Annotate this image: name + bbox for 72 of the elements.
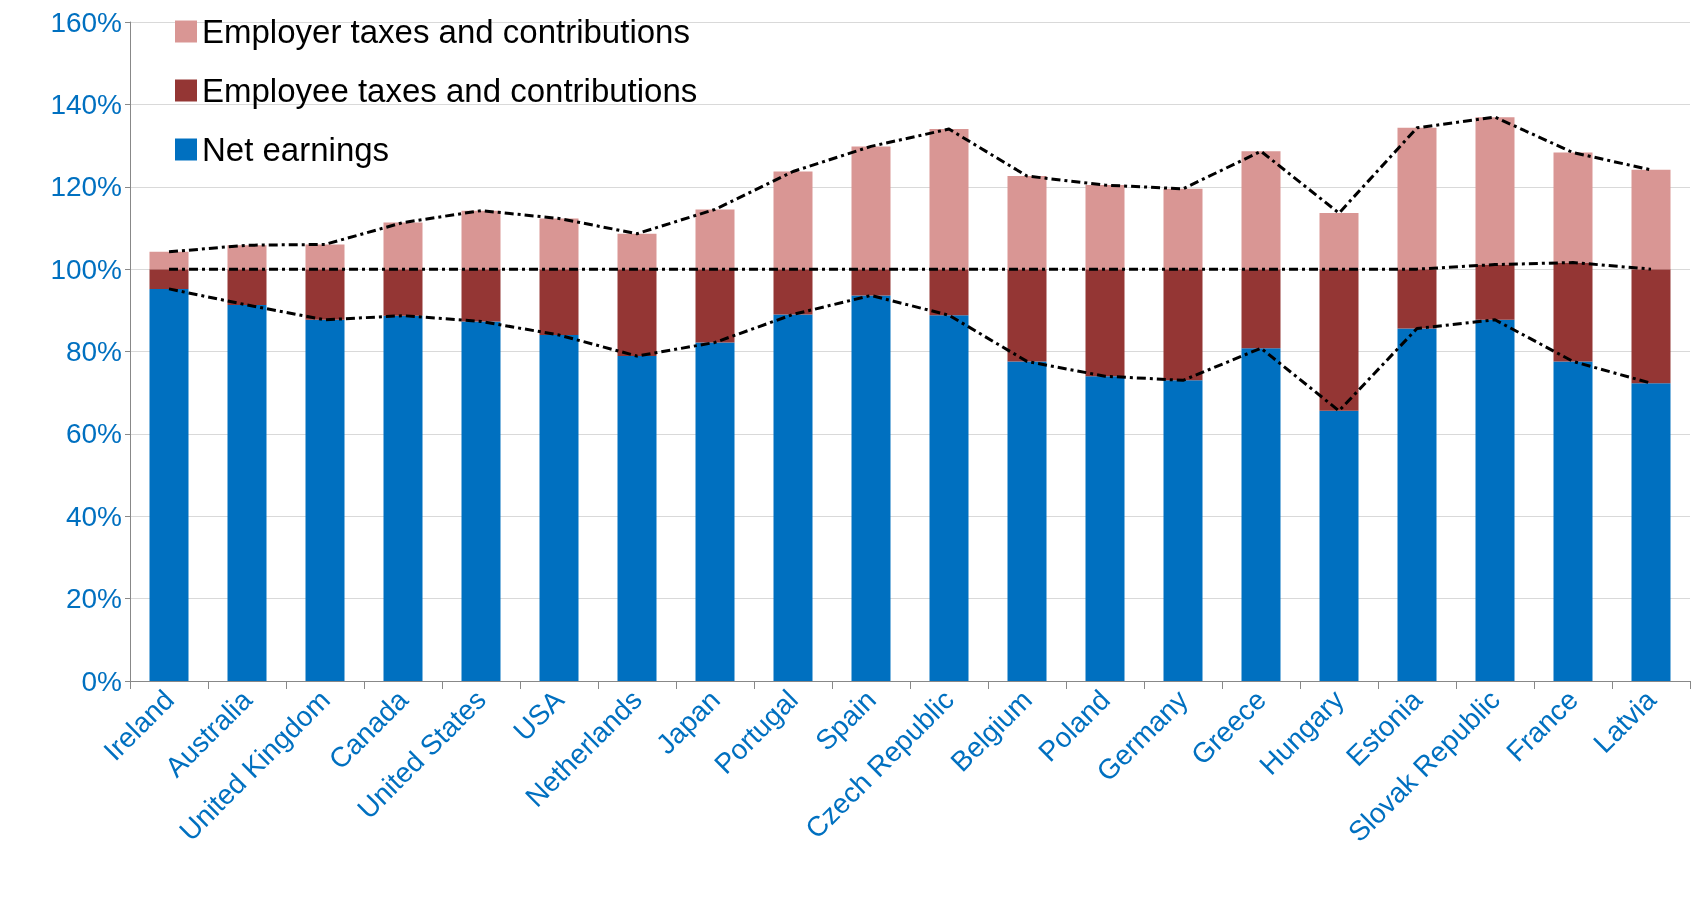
bar: [617, 269, 657, 357]
bar: [1397, 328, 1437, 681]
bar: [929, 269, 969, 316]
y-tick-label: 20%: [65, 583, 122, 615]
legend-label: Net earnings: [202, 131, 390, 168]
bar: [1163, 269, 1203, 381]
y-tick-label: 80%: [65, 336, 122, 367]
y-tick-label: 120%: [50, 171, 122, 203]
y-tick-label: 60%: [65, 418, 122, 450]
bar: [1319, 213, 1359, 270]
bar: [383, 222, 423, 270]
bar: [1241, 151, 1281, 270]
bar: [851, 146, 891, 270]
bar: [227, 269, 267, 305]
bar: [1007, 269, 1047, 362]
bar: [617, 356, 657, 681]
bar: [1553, 361, 1593, 681]
bar: [1631, 269, 1671, 384]
bar: [461, 321, 501, 681]
bar: [149, 288, 189, 681]
bar: [1007, 361, 1047, 681]
bar: [539, 218, 579, 270]
bar: [1475, 319, 1515, 681]
bar: [1475, 117, 1515, 265]
bar: [1241, 348, 1281, 681]
bar: [1631, 383, 1671, 681]
bar: [773, 171, 813, 270]
bar: [1085, 269, 1125, 377]
bar: [1631, 169, 1671, 270]
bar: [305, 319, 345, 681]
bar: [929, 315, 969, 681]
bar: [461, 269, 501, 322]
bar: [305, 244, 345, 270]
bar: [383, 269, 423, 316]
bar: [695, 342, 735, 681]
bar: [1397, 127, 1437, 270]
bar: [149, 251, 189, 270]
bar: [1085, 376, 1125, 681]
bar: [1475, 264, 1515, 320]
bar: [773, 314, 813, 681]
bar: [539, 335, 579, 681]
bar: [1397, 269, 1437, 329]
bar: [1007, 176, 1047, 270]
bar: [383, 315, 423, 681]
y-tick-label: 160%: [50, 6, 122, 38]
y-tick-label: 0%: [81, 665, 122, 697]
bar: [1319, 410, 1359, 681]
bar: [227, 245, 267, 270]
y-tick-label: 100%: [50, 253, 122, 285]
bar: [1163, 380, 1203, 681]
bar: [1163, 188, 1203, 270]
bar: [695, 209, 735, 270]
bar: [695, 269, 735, 343]
bar: [1553, 262, 1593, 362]
bar: [461, 210, 501, 270]
bar: [1553, 152, 1593, 263]
bar: [305, 269, 345, 320]
legend-label: Employee taxes and contributions: [202, 72, 698, 109]
legend-label: Employer taxes and contributions: [202, 13, 690, 50]
bar: [851, 269, 891, 296]
bar: [929, 129, 969, 270]
bar: [1085, 185, 1125, 270]
y-tick-label: 140%: [50, 88, 122, 120]
bar: [149, 269, 189, 289]
bar: [851, 295, 891, 681]
bar: [1241, 269, 1281, 349]
bar: [227, 304, 267, 681]
bar: [539, 269, 579, 336]
y-tick-label: 40%: [65, 500, 122, 532]
bar: [773, 269, 813, 315]
bar: [1319, 269, 1359, 411]
bar: [617, 233, 657, 270]
